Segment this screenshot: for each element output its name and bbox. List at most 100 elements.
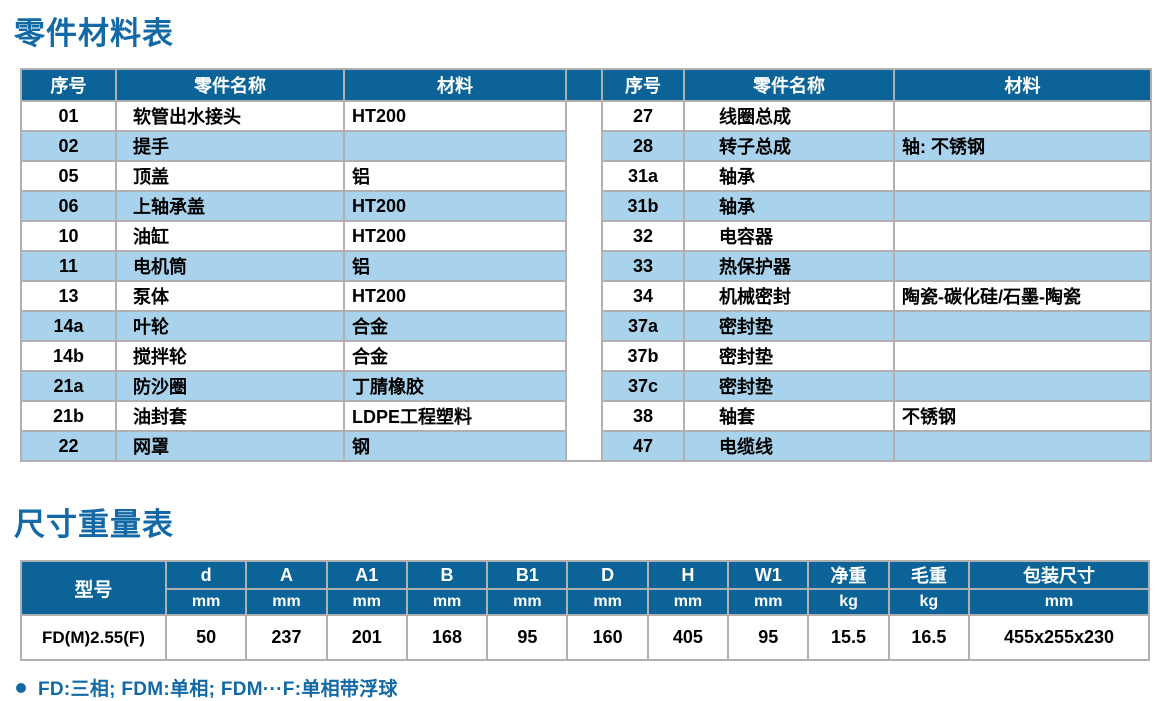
part-name-cell: 轴套 <box>683 400 895 432</box>
part-material-cell <box>343 130 567 162</box>
part-material-cell: 合金 <box>343 310 567 342</box>
parts-table-row: 11 电机筒铝 33 热保护器 <box>20 250 1152 282</box>
part-name-cell: 密封垫 <box>683 370 895 402</box>
dim-column-label: 毛重 <box>887 560 971 590</box>
parts-table-row: 22 网罩钢 47 电缆线 <box>20 430 1152 462</box>
part-material-cell <box>893 430 1152 462</box>
part-material-cell <box>893 310 1152 342</box>
part-number-cell: 31a <box>601 160 685 192</box>
part-number-cell: 27 <box>601 100 685 132</box>
part-number-cell: 33 <box>601 250 685 282</box>
part-material-cell: LDPE工程塑料 <box>343 400 567 432</box>
dim-column-label: W1 <box>727 560 810 590</box>
part-number-cell: 31b <box>601 190 685 222</box>
part-name-cell: 线圈总成 <box>683 100 895 132</box>
dimensions-table-title: 尺寸重量表 <box>14 507 174 542</box>
col-header-no-right: 序号 <box>601 68 685 102</box>
dim-value-cell: 95 <box>486 614 569 661</box>
dim-column-unit: mm <box>405 588 489 616</box>
dim-column-label: B <box>405 560 489 590</box>
parts-table-title: 零件材料表 <box>14 16 174 51</box>
part-name-cell: 电机筒 <box>115 250 345 282</box>
spacer-header-cell <box>565 68 603 102</box>
part-material-cell: HT200 <box>343 190 567 222</box>
part-material-cell: 丁腈橡胶 <box>343 370 567 402</box>
part-number-cell: 11 <box>20 250 117 282</box>
dim-column-label: 包装尺寸 <box>968 560 1150 590</box>
parts-table-row: 01 软管出水接头 HT200 27 线圈总成 <box>20 100 1152 462</box>
dim-value-cell: 160 <box>566 614 649 661</box>
part-number-cell: 37a <box>601 310 685 342</box>
dim-value-cell: 50 <box>164 614 248 661</box>
part-number-cell: 37b <box>601 340 685 372</box>
part-number-cell: 01 <box>20 100 117 132</box>
part-name-cell: 密封垫 <box>683 310 895 342</box>
part-material-cell <box>893 220 1152 252</box>
parts-header-row: 序号 零件名称 材料 序号 零件名称 材料 <box>20 68 1152 102</box>
table-gap-spacer <box>565 100 603 462</box>
part-name-cell: 上轴承盖 <box>115 190 345 222</box>
dim-column-label: 净重 <box>807 560 890 590</box>
parts-table-row: 06 上轴承盖 HT200 31b 轴承 <box>20 190 1152 222</box>
dim-column-unit: mm <box>727 588 810 616</box>
footnote: FD:三相; FDM:单相; FDM···F:单相带浮球 <box>16 674 1169 701</box>
part-material-cell <box>893 370 1152 402</box>
part-name-cell: 机械密封 <box>683 280 895 312</box>
col-header-no-left: 序号 <box>20 68 117 102</box>
part-material-cell <box>893 160 1152 192</box>
part-number-cell: 22 <box>20 430 117 462</box>
dim-column-label: D <box>566 560 649 590</box>
part-number-cell: 02 <box>20 130 117 162</box>
dim-value-cell: 405 <box>646 614 730 661</box>
col-header-material-left: 材料 <box>343 68 567 102</box>
part-number-cell: 47 <box>601 430 685 462</box>
part-material-cell: HT200 <box>343 100 567 132</box>
parts-material-table: 序号 零件名称 材料 序号 零件名称 材料 01 软管出水接头 HT200 27 线圈总… <box>20 68 1152 462</box>
dimensions-weight-table: 型号 d A A1 B B1 D H W1 净重 毛重 包装尺寸 mm mm mm mm mm mm mm mm k… <box>20 560 1150 661</box>
part-material-cell: 不锈钢 <box>893 400 1152 432</box>
part-number-cell: 21a <box>20 370 117 402</box>
parts-table-row: 05 顶盖铝 31a 轴承 <box>20 160 1152 192</box>
part-number-cell: 14b <box>20 340 117 372</box>
dim-column-label: A1 <box>325 560 408 590</box>
part-material-cell: 合金 <box>343 340 567 372</box>
footnote-text: FD:三相; FDM:单相; FDM···F:单相带浮球 <box>38 679 398 700</box>
part-name-cell: 提手 <box>115 130 345 162</box>
part-name-cell: 泵体 <box>115 280 345 312</box>
part-material-cell: 铝 <box>343 160 567 192</box>
dim-column-label: A <box>245 560 328 590</box>
dim-column-unit: mm <box>566 588 649 616</box>
col-header-material-right: 材料 <box>893 68 1152 102</box>
part-material-cell: 钢 <box>343 430 567 462</box>
part-name-cell: 叶轮 <box>115 310 345 342</box>
col-header-name-right: 零件名称 <box>683 68 895 102</box>
dim-column-unit: kg <box>887 588 971 616</box>
part-name-cell: 软管出水接头 <box>115 100 345 132</box>
part-name-cell: 热保护器 <box>683 250 895 282</box>
part-material-cell <box>893 250 1152 282</box>
part-name-cell: 电容器 <box>683 220 895 252</box>
part-name-cell: 转子总成 <box>683 130 895 162</box>
part-material-cell: 铝 <box>343 250 567 282</box>
dim-column-unit: mm <box>486 588 569 616</box>
dim-value-cell: 15.5 <box>807 614 890 661</box>
part-material-cell: HT200 <box>343 220 567 252</box>
dim-value-cell: 455x255x230 <box>968 614 1150 661</box>
part-number-cell: 34 <box>601 280 685 312</box>
dim-column-label: d <box>164 560 248 590</box>
parts-table-row: 13 泵体 HT200 34 机械密封 陶瓷-碳化硅/石墨-陶瓷 <box>20 280 1152 312</box>
part-number-cell: 38 <box>601 400 685 432</box>
parts-table-row: 21b 油封套 LDPE工程塑料 38 轴套 不锈钢 <box>20 400 1152 432</box>
part-name-cell: 电缆线 <box>683 430 895 462</box>
part-name-cell: 顶盖 <box>115 160 345 192</box>
part-name-cell: 轴承 <box>683 160 895 192</box>
dim-value-cell: 95 <box>727 614 810 661</box>
parts-table-row: 21a 防沙圈 丁腈橡胶 37c 密封垫 <box>20 370 1152 402</box>
part-number-cell: 05 <box>20 160 117 192</box>
dim-column-label: H <box>646 560 730 590</box>
col-header-name-left: 零件名称 <box>115 68 345 102</box>
dim-column-label: B1 <box>486 560 569 590</box>
part-name-cell: 防沙圈 <box>115 370 345 402</box>
part-material-cell: 陶瓷-碳化硅/石墨-陶瓷 <box>893 280 1152 312</box>
